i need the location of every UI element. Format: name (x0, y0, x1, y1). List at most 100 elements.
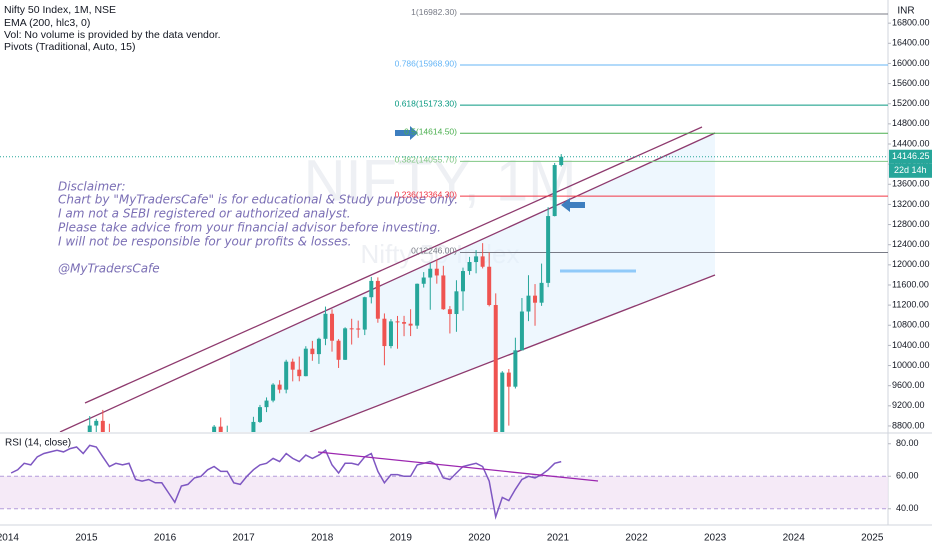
candle-body (552, 165, 557, 217)
candle-body (297, 369, 302, 377)
candle-body (402, 322, 407, 324)
countdown-box (889, 163, 932, 178)
annotation: Disclaimer: Chart by "MyTradersCafe" is … (58, 180, 458, 276)
candles (87, 154, 564, 432)
candle-body (506, 372, 511, 387)
legend: Nifty 50 Index, 1M, NSE EMA (200, hlc3, … (4, 4, 221, 53)
candle-body (264, 400, 269, 408)
candle-body (533, 295, 538, 303)
trend-line (309, 274, 716, 432)
candle-body (382, 318, 387, 347)
watermark: NIFTY, 1M (304, 148, 577, 213)
y-tick-label: 13600.00 (892, 179, 930, 189)
divergence-line (317, 451, 599, 482)
candle-body (421, 277, 426, 284)
channel-fill (230, 133, 715, 432)
legend-item: EMA (200, hlc3, 0) (4, 17, 90, 29)
y-tick-label: 15200.00 (892, 98, 930, 108)
candle-body (375, 280, 380, 319)
legend-title: Nifty 50 Index, 1M, NSE (4, 4, 116, 16)
annotation-line: I will not be responsible for your profi… (58, 235, 351, 249)
fib-label: 0.382(14055.70) (395, 155, 458, 165)
x-tick-label: 2022 (625, 533, 648, 544)
candle-body (388, 321, 393, 347)
rsi-title: RSI (14, close) (5, 438, 71, 449)
x-tick-label: 2016 (154, 533, 177, 544)
candle-body (212, 426, 217, 432)
fib-label: 0(12246.00) (411, 246, 457, 256)
candle-body (369, 280, 374, 298)
x-tick-label: 2017 (232, 533, 255, 544)
candle-body (94, 420, 99, 426)
y-tick-label: 9600.00 (892, 380, 925, 390)
candle-body (487, 266, 492, 306)
y-tick-label: 13200.00 (892, 199, 930, 209)
fib-label: 0.618(15173.30) (395, 98, 458, 108)
x-tick-label: 2020 (468, 533, 491, 544)
candle-body (480, 256, 485, 267)
candle-body (100, 420, 105, 432)
y-tick-label: 16000.00 (892, 58, 930, 68)
y-tick-label: 16400.00 (892, 38, 930, 48)
x-tick-label: 2019 (390, 533, 413, 544)
y-tick-label: 10400.00 (892, 340, 930, 350)
y-tick-label: 12800.00 (892, 219, 930, 229)
candle-body (428, 268, 433, 278)
candle-body (526, 295, 531, 312)
fib-label: 0.786(15968.90) (395, 58, 458, 68)
y-tick-label: 16800.00 (892, 18, 930, 28)
x-tick-label: 2023 (704, 533, 727, 544)
annotation-line: Disclaimer: (58, 180, 126, 194)
candle-body (539, 282, 544, 303)
y-tick-label: 11600.00 (892, 279, 929, 289)
drawings (59, 126, 716, 432)
candle-body (500, 372, 505, 432)
y-tick-label: 15600.00 (892, 78, 930, 88)
candle-body (323, 313, 328, 339)
candle-body (310, 348, 315, 355)
annotation-line: I am not a SEBI registered or authorized… (58, 207, 351, 221)
price-label: 14146.25 (892, 151, 930, 161)
candle-body (519, 311, 524, 351)
candle-body (362, 297, 367, 330)
y-tick-label: 14800.00 (892, 118, 930, 128)
rsi-tick-label: 40.00 (896, 503, 919, 513)
y-tick-label: 12000.00 (892, 259, 930, 269)
candle-body (284, 361, 289, 390)
fib-label: 0.5(14614.50) (404, 126, 457, 136)
y-tick-label: 14400.00 (892, 138, 930, 148)
arrow (395, 126, 418, 140)
candle-body (474, 256, 479, 263)
candle-body (349, 328, 354, 330)
candle-body (408, 323, 413, 326)
candle-body (415, 283, 420, 326)
fib-label: 0.236(13364.30) (395, 189, 458, 199)
candle-body (316, 338, 321, 355)
candle-body (303, 348, 308, 377)
candle-body (513, 350, 518, 387)
rsi-tick-label: 60.00 (896, 471, 919, 481)
x-tick-label: 2015 (75, 533, 98, 544)
legend-item: Pivots (Traditional, Auto, 15) (4, 41, 136, 53)
annotation-handle: @MyTradersCafe (58, 262, 160, 276)
candle-body (343, 328, 348, 360)
rsi-line (10, 444, 562, 520)
candle-body (356, 328, 361, 330)
fib-label: 1(16982.30) (411, 7, 457, 17)
annotation-line: Chart by "MyTradersCafe" is for educatio… (58, 193, 458, 207)
candle-body (87, 425, 92, 432)
candle-body (434, 268, 439, 276)
y-tick-label: 10000.00 (892, 360, 930, 370)
candle-body (330, 313, 335, 341)
rsi-pane (0, 444, 888, 520)
x-tick-label: 2021 (547, 533, 570, 544)
y-tick-label: 8800.00 (892, 420, 925, 430)
candle-body (218, 426, 223, 432)
candle-body (277, 384, 282, 390)
trend-line (84, 126, 703, 404)
candle-body (271, 384, 276, 401)
candle-body (290, 361, 295, 370)
x-tick-label: 2014 (0, 533, 19, 544)
candle-body (257, 407, 262, 422)
